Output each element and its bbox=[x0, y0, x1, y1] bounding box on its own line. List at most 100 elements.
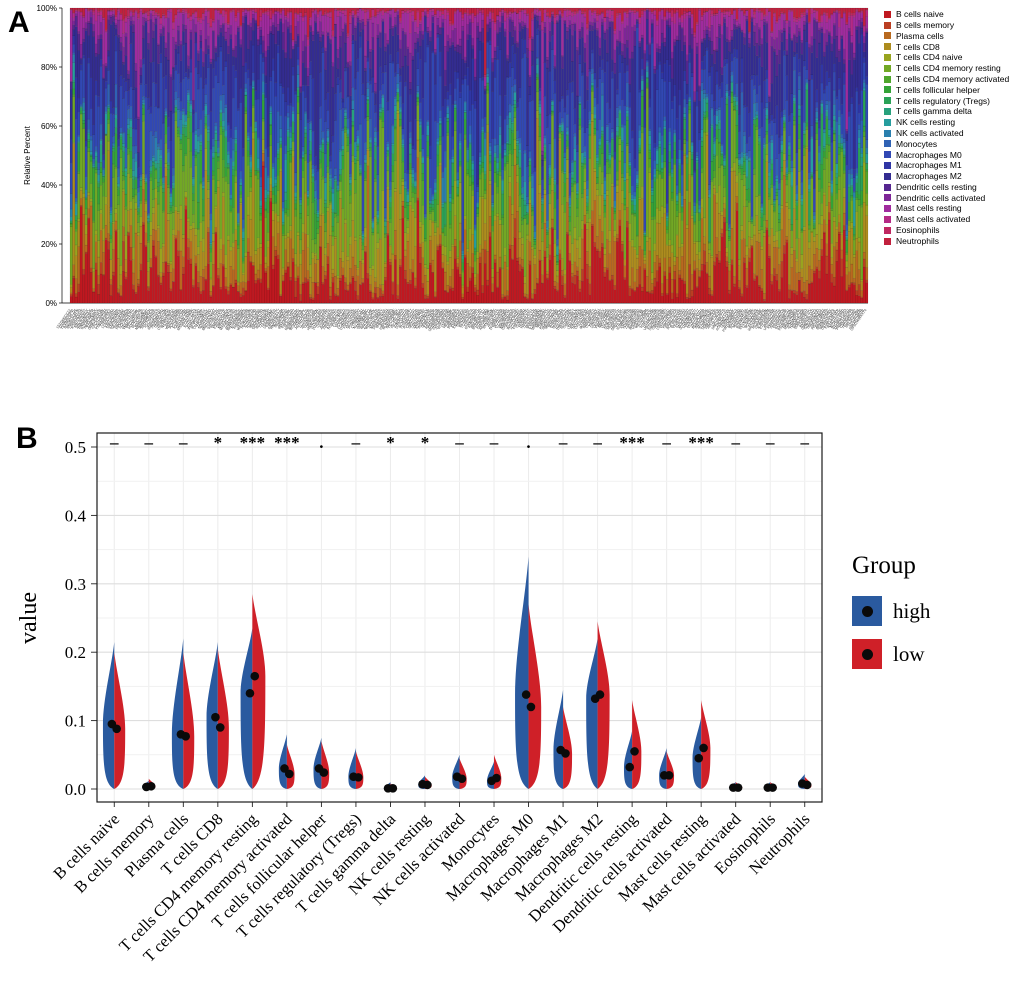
bar-segment bbox=[603, 276, 607, 304]
bar-segment bbox=[326, 144, 330, 167]
bar-segment bbox=[566, 113, 569, 128]
bar-segment bbox=[471, 7, 475, 14]
bar-segment bbox=[271, 194, 275, 204]
bar-segment bbox=[291, 106, 295, 112]
bar-segment bbox=[152, 30, 155, 39]
bar-segment bbox=[568, 261, 572, 304]
bar-segment bbox=[192, 214, 195, 223]
bar-segment bbox=[299, 12, 303, 17]
bar-segment bbox=[132, 157, 135, 171]
bar-segment bbox=[581, 281, 584, 304]
bar-segment bbox=[139, 200, 143, 204]
bar-segment bbox=[182, 7, 185, 9]
bar-segment bbox=[493, 220, 497, 256]
bar-segment bbox=[513, 7, 517, 9]
bar-segment bbox=[314, 180, 317, 191]
bar-segment bbox=[478, 196, 482, 245]
bar-segment bbox=[174, 49, 178, 66]
bar-segment bbox=[92, 166, 96, 169]
bar-segment bbox=[104, 134, 108, 136]
bar-segment bbox=[366, 7, 370, 10]
bar-segment bbox=[461, 255, 465, 260]
bar-segment bbox=[301, 283, 305, 304]
bar-segment bbox=[563, 106, 567, 113]
bar-segment bbox=[586, 213, 589, 223]
bar-segment bbox=[212, 88, 215, 139]
bar-segment bbox=[266, 197, 270, 213]
bar-segment bbox=[476, 273, 480, 291]
bar-segment bbox=[256, 178, 260, 238]
bar-segment bbox=[214, 10, 218, 47]
bar-segment bbox=[177, 133, 180, 138]
bar-segment bbox=[531, 298, 534, 300]
bar-segment bbox=[543, 62, 547, 97]
bar-segment bbox=[438, 16, 442, 28]
bar-segment bbox=[316, 286, 320, 295]
bar-segment bbox=[371, 227, 375, 229]
bar-segment bbox=[496, 144, 500, 158]
bar-segment bbox=[354, 17, 357, 27]
bar-segment bbox=[384, 261, 387, 264]
bar-segment bbox=[102, 252, 105, 275]
bar-segment bbox=[608, 241, 612, 254]
bar-segment bbox=[606, 29, 609, 54]
bar-segment bbox=[573, 226, 577, 240]
bar-segment bbox=[69, 292, 73, 295]
bar-segment bbox=[329, 200, 332, 203]
bar-segment bbox=[374, 127, 377, 132]
bar-segment bbox=[546, 7, 549, 13]
bar-segment bbox=[301, 232, 305, 251]
bar-segment bbox=[259, 177, 263, 187]
bar-segment bbox=[456, 172, 460, 180]
bar-segment bbox=[134, 292, 138, 295]
bar-segment bbox=[109, 213, 113, 223]
bar-segment bbox=[471, 234, 475, 254]
bar-segment bbox=[251, 10, 255, 15]
bar-segment bbox=[274, 178, 278, 184]
bar-segment bbox=[204, 16, 208, 40]
bar-segment bbox=[416, 93, 420, 95]
bar-segment bbox=[371, 228, 375, 233]
bar-segment bbox=[299, 239, 303, 254]
bar-segment bbox=[603, 200, 607, 206]
bar-segment bbox=[271, 15, 275, 23]
bar-segment bbox=[266, 7, 270, 10]
bar-segment bbox=[571, 161, 574, 172]
bar-segment bbox=[159, 7, 163, 18]
bar-segment bbox=[139, 263, 143, 271]
bar-segment bbox=[586, 7, 589, 24]
bar-segment bbox=[416, 85, 420, 92]
bar-segment bbox=[498, 268, 502, 304]
bar-segment bbox=[431, 196, 435, 200]
bar-segment bbox=[77, 283, 81, 292]
bar-segment bbox=[256, 25, 260, 27]
bar-segment bbox=[259, 215, 263, 221]
bar-segment bbox=[361, 230, 365, 234]
bar-segment bbox=[269, 177, 273, 186]
bar-segment bbox=[301, 91, 305, 147]
bar-segment bbox=[99, 59, 103, 67]
bar-segment bbox=[543, 96, 547, 136]
bar-segment bbox=[114, 114, 118, 119]
bar-segment bbox=[406, 46, 410, 49]
bar-segment bbox=[446, 113, 450, 119]
bar-segment bbox=[508, 62, 512, 78]
bar-segment bbox=[72, 82, 76, 90]
bar-segment bbox=[229, 25, 233, 35]
bar-segment bbox=[566, 95, 569, 115]
bar-segment bbox=[483, 249, 487, 264]
bar-segment bbox=[214, 9, 218, 11]
bar-segment bbox=[583, 156, 587, 159]
bar-segment bbox=[558, 125, 562, 128]
bar-segment bbox=[426, 156, 430, 269]
bar-segment bbox=[99, 124, 103, 140]
bar-segment bbox=[606, 195, 609, 240]
bar-segment bbox=[162, 272, 165, 277]
bar-segment bbox=[386, 189, 390, 222]
bar-segment bbox=[324, 271, 327, 276]
bar-segment bbox=[561, 170, 564, 173]
bar-segment bbox=[379, 47, 382, 67]
bar-segment bbox=[511, 19, 514, 23]
bar-segment bbox=[336, 10, 340, 17]
bar-segment bbox=[523, 153, 527, 182]
